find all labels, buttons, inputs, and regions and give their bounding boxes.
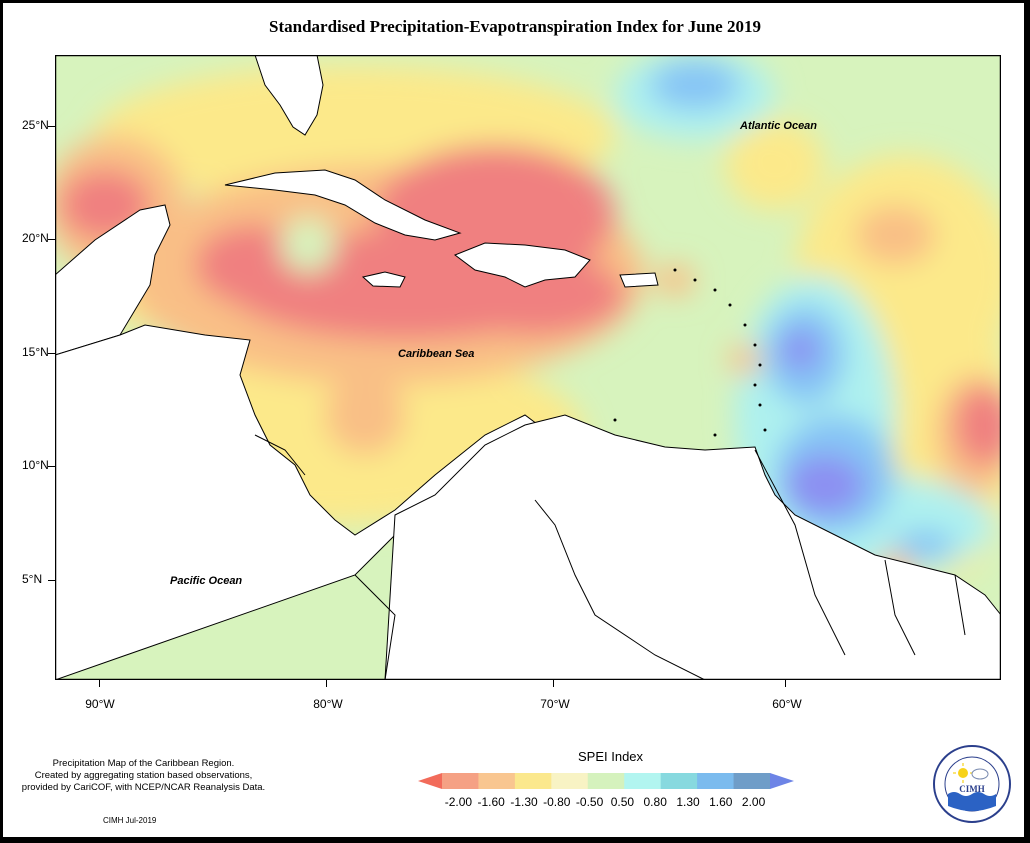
legend-tick-label: -0.50 xyxy=(575,795,604,809)
legend-tick-label: 0.50 xyxy=(610,795,635,809)
legend-tick-label: -1.30 xyxy=(510,795,538,809)
legend-tick-label: -2.00 xyxy=(444,795,473,809)
credit: CIMH Jul-2019 xyxy=(103,816,157,825)
lat-label-10n: 10°N xyxy=(22,458,49,472)
borders xyxy=(254,434,966,680)
label-caribbean-sea: Caribbean Sea xyxy=(398,348,475,360)
footnote-line-2: Created by aggregating station based obs… xyxy=(34,770,253,781)
lat-label-15n: 15°N xyxy=(22,345,49,359)
legend-swatch xyxy=(697,773,735,789)
legend-colorbar xyxy=(418,772,794,795)
lon-label-90w: 90°W xyxy=(85,697,115,711)
legend-tick-label: 1.60 xyxy=(709,795,733,809)
map-title: Standardised Precipitation-Evapotranspir… xyxy=(269,17,761,36)
lat-label-20n: 20°N xyxy=(22,231,49,245)
landmasses xyxy=(55,55,1001,680)
florida-land xyxy=(254,55,324,136)
legend-tick-label: -1.60 xyxy=(477,795,505,809)
lat-label-25n: 25°N xyxy=(22,118,49,132)
legend-arrow-low xyxy=(418,773,442,789)
legend-swatch xyxy=(478,773,516,789)
legend-swatch xyxy=(733,773,771,789)
legend-tick-label: 0.80 xyxy=(643,795,667,809)
legend-swatch xyxy=(660,773,698,789)
lat-label-5n: 5°N xyxy=(22,572,43,586)
lon-label-80w: 80°W xyxy=(313,697,343,711)
cuba-land xyxy=(224,169,462,241)
lon-label-70w: 70°W xyxy=(540,697,570,711)
legend-swatch xyxy=(587,773,625,789)
legend-tick-labels: -2.00 -1.60 -1.30 -0.80 -0.50 0.50 0.80 1.30 1.6… xyxy=(0,795,1030,811)
legend-swatch xyxy=(551,773,589,789)
hispaniola-land xyxy=(453,242,591,288)
legend-tick-label: -0.80 xyxy=(543,795,571,809)
logo-text: CIMH xyxy=(959,784,985,794)
legend-arrow-high xyxy=(770,773,794,789)
footnote-line-3: provided by CariCOF, with NCEP/NCAR Rean… xyxy=(21,782,266,793)
legend-tick-label: 2.00 xyxy=(741,795,766,809)
label-pacific-ocean: Pacific Ocean xyxy=(170,575,243,587)
jamaica-land xyxy=(361,271,406,288)
footnote-line-1: Precipitation Map of the Caribbean Regio… xyxy=(52,758,235,769)
legend-swatch xyxy=(514,773,552,789)
puerto-rico-land xyxy=(619,272,659,288)
legend-swatch xyxy=(442,773,479,789)
footnote: Precipitation Map of the Caribbean Regio… xyxy=(6,758,281,794)
label-atlantic-ocean: Atlantic Ocean xyxy=(740,120,818,132)
legend-swatch xyxy=(624,773,662,789)
spei-field xyxy=(55,55,1001,655)
legend-tick-label: 1.30 xyxy=(676,795,700,809)
cimh-logo: CIMH xyxy=(932,744,1012,829)
spei-map xyxy=(55,55,1001,680)
lon-label-60w: 60°W xyxy=(772,697,802,711)
legend-title: SPEI Index xyxy=(578,749,644,764)
south-america-land xyxy=(384,414,1001,680)
lesser-antilles xyxy=(613,268,767,437)
